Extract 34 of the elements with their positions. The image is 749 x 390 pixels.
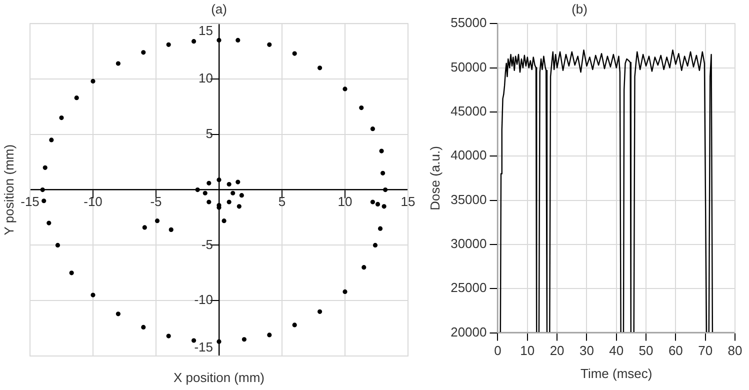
y-tick-label: 30000	[450, 236, 487, 252]
x-tick-label: 20	[550, 343, 564, 358]
x-tick-label: 0	[494, 343, 502, 358]
x-tick-label: 30	[579, 343, 594, 358]
y-tick-label: -10	[194, 292, 213, 308]
y-tick-label: 35000	[450, 192, 487, 207]
x-tick-label: 15	[400, 194, 416, 209]
y-tick-label: 25000	[450, 280, 487, 296]
x-tick-label: 60	[668, 343, 683, 358]
x-tick-label: -5	[150, 194, 162, 209]
y-tick-label: 55000	[450, 15, 487, 30]
y-tick-label: 40000	[450, 148, 487, 163]
y-axis-title: Dose (a.u.)	[427, 146, 442, 210]
x-tick-label: 5	[278, 194, 286, 209]
chart-title: (b)	[572, 1, 588, 16]
y-tick-label: -5	[201, 236, 213, 252]
y-tick-label: 20000	[450, 324, 487, 340]
x-tick-label: 50	[638, 343, 654, 358]
x-tick-label: 80	[728, 343, 742, 358]
x-axis-title: X position (mm)	[173, 370, 265, 386]
y-axis-title: Y position (mm)	[2, 144, 17, 236]
y-tick-label: 10	[198, 70, 213, 86]
x-tick-label: -10	[84, 194, 102, 209]
x-tick-label: -15	[20, 194, 40, 209]
x-tick-label: 10	[338, 194, 352, 209]
y-tick-label: 50000	[450, 59, 487, 74]
x-tick-label: 10	[520, 343, 535, 358]
x-axis-title: Time (msec)	[580, 366, 652, 381]
x-tick-label: 70	[698, 343, 713, 358]
chart-title: (a)	[211, 1, 227, 16]
x-tick-label: 40	[609, 343, 624, 358]
y-tick-label: 5	[206, 126, 213, 141]
y-tick-label: 45000	[450, 104, 487, 119]
y-tick-label: 15	[198, 23, 213, 38]
